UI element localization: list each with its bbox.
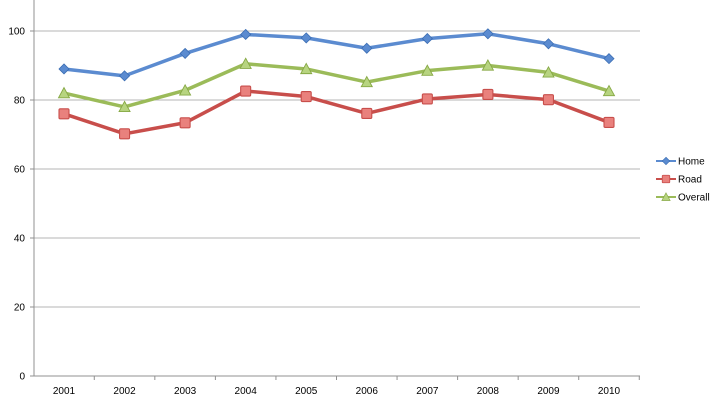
data-point-home bbox=[603, 53, 615, 65]
x-tick-label: 2001 bbox=[53, 386, 76, 397]
legend-marker bbox=[661, 174, 671, 184]
data-point-road bbox=[542, 94, 554, 106]
x-tick-label: 2007 bbox=[416, 386, 439, 397]
legend-marker bbox=[661, 156, 671, 166]
series-line-home bbox=[62, 32, 611, 78]
data-point-home bbox=[300, 32, 312, 44]
y-tick-label: 20 bbox=[14, 303, 26, 314]
data-point-home bbox=[361, 42, 373, 54]
data-point-overall bbox=[239, 57, 252, 69]
x-tick-label: 2004 bbox=[235, 386, 258, 397]
data-point-home bbox=[58, 63, 70, 75]
data-point-road bbox=[240, 85, 252, 97]
data-point-overall bbox=[542, 65, 555, 78]
data-point-overall bbox=[602, 84, 616, 97]
data-point-road bbox=[603, 116, 615, 128]
x-tick-label: 2009 bbox=[537, 386, 560, 397]
y-tick-label: 100 bbox=[8, 27, 25, 38]
legend-item-overall: Overall bbox=[656, 192, 710, 204]
data-point-home bbox=[240, 28, 252, 41]
legend-marker bbox=[661, 192, 671, 201]
series-line-overall bbox=[62, 62, 611, 109]
data-point-overall bbox=[57, 86, 71, 99]
series-lines bbox=[57, 28, 616, 140]
data-point-home bbox=[482, 28, 494, 40]
data-point-road bbox=[119, 128, 131, 140]
data-point-home bbox=[179, 47, 191, 59]
data-point-road bbox=[58, 108, 70, 120]
series-home bbox=[58, 28, 615, 82]
y-tick-label: 0 bbox=[19, 372, 25, 383]
data-point-road bbox=[300, 91, 312, 103]
axes bbox=[30, 0, 640, 380]
data-point-overall bbox=[118, 100, 131, 113]
legend: Home Road Overall bbox=[656, 157, 710, 204]
data-point-road bbox=[361, 107, 373, 120]
data-point-overall bbox=[481, 59, 495, 71]
y-tick-label: 60 bbox=[14, 165, 26, 176]
legend-item-home: Home bbox=[656, 157, 705, 168]
data-point-road bbox=[482, 88, 494, 101]
series-line-road bbox=[62, 89, 611, 136]
x-tick-label: 2003 bbox=[174, 386, 197, 397]
data-point-home bbox=[118, 70, 131, 82]
data-point-road bbox=[421, 93, 433, 105]
legend-label: Road bbox=[678, 175, 702, 186]
series-overall bbox=[57, 57, 616, 113]
x-tick-label: 2006 bbox=[356, 386, 379, 397]
data-point-home bbox=[542, 38, 555, 50]
data-point-overall bbox=[421, 64, 434, 76]
x-axis-tick-labels: 2001 2002 2003 2004 2005 2006 2007 2008 2009 2010 bbox=[53, 386, 621, 397]
legend-label: Overall bbox=[678, 193, 710, 204]
series-road bbox=[58, 85, 615, 140]
data-point-home bbox=[421, 33, 433, 45]
legend-label: Home bbox=[678, 157, 705, 168]
y-axis-tick-labels: 0 20 40 60 80 100 bbox=[8, 27, 25, 383]
data-point-overall bbox=[360, 75, 374, 88]
data-point-overall bbox=[178, 83, 192, 96]
x-tick-label: 2008 bbox=[477, 386, 500, 397]
data-point-road bbox=[179, 117, 191, 129]
y-tick-label: 80 bbox=[14, 96, 26, 107]
x-tick-label: 2010 bbox=[598, 386, 621, 397]
x-tick-label: 2002 bbox=[113, 386, 136, 397]
data-point-overall bbox=[299, 62, 313, 75]
y-tick-label: 40 bbox=[14, 234, 26, 245]
legend-item-road: Road bbox=[656, 175, 702, 186]
x-tick-label: 2005 bbox=[295, 386, 318, 397]
